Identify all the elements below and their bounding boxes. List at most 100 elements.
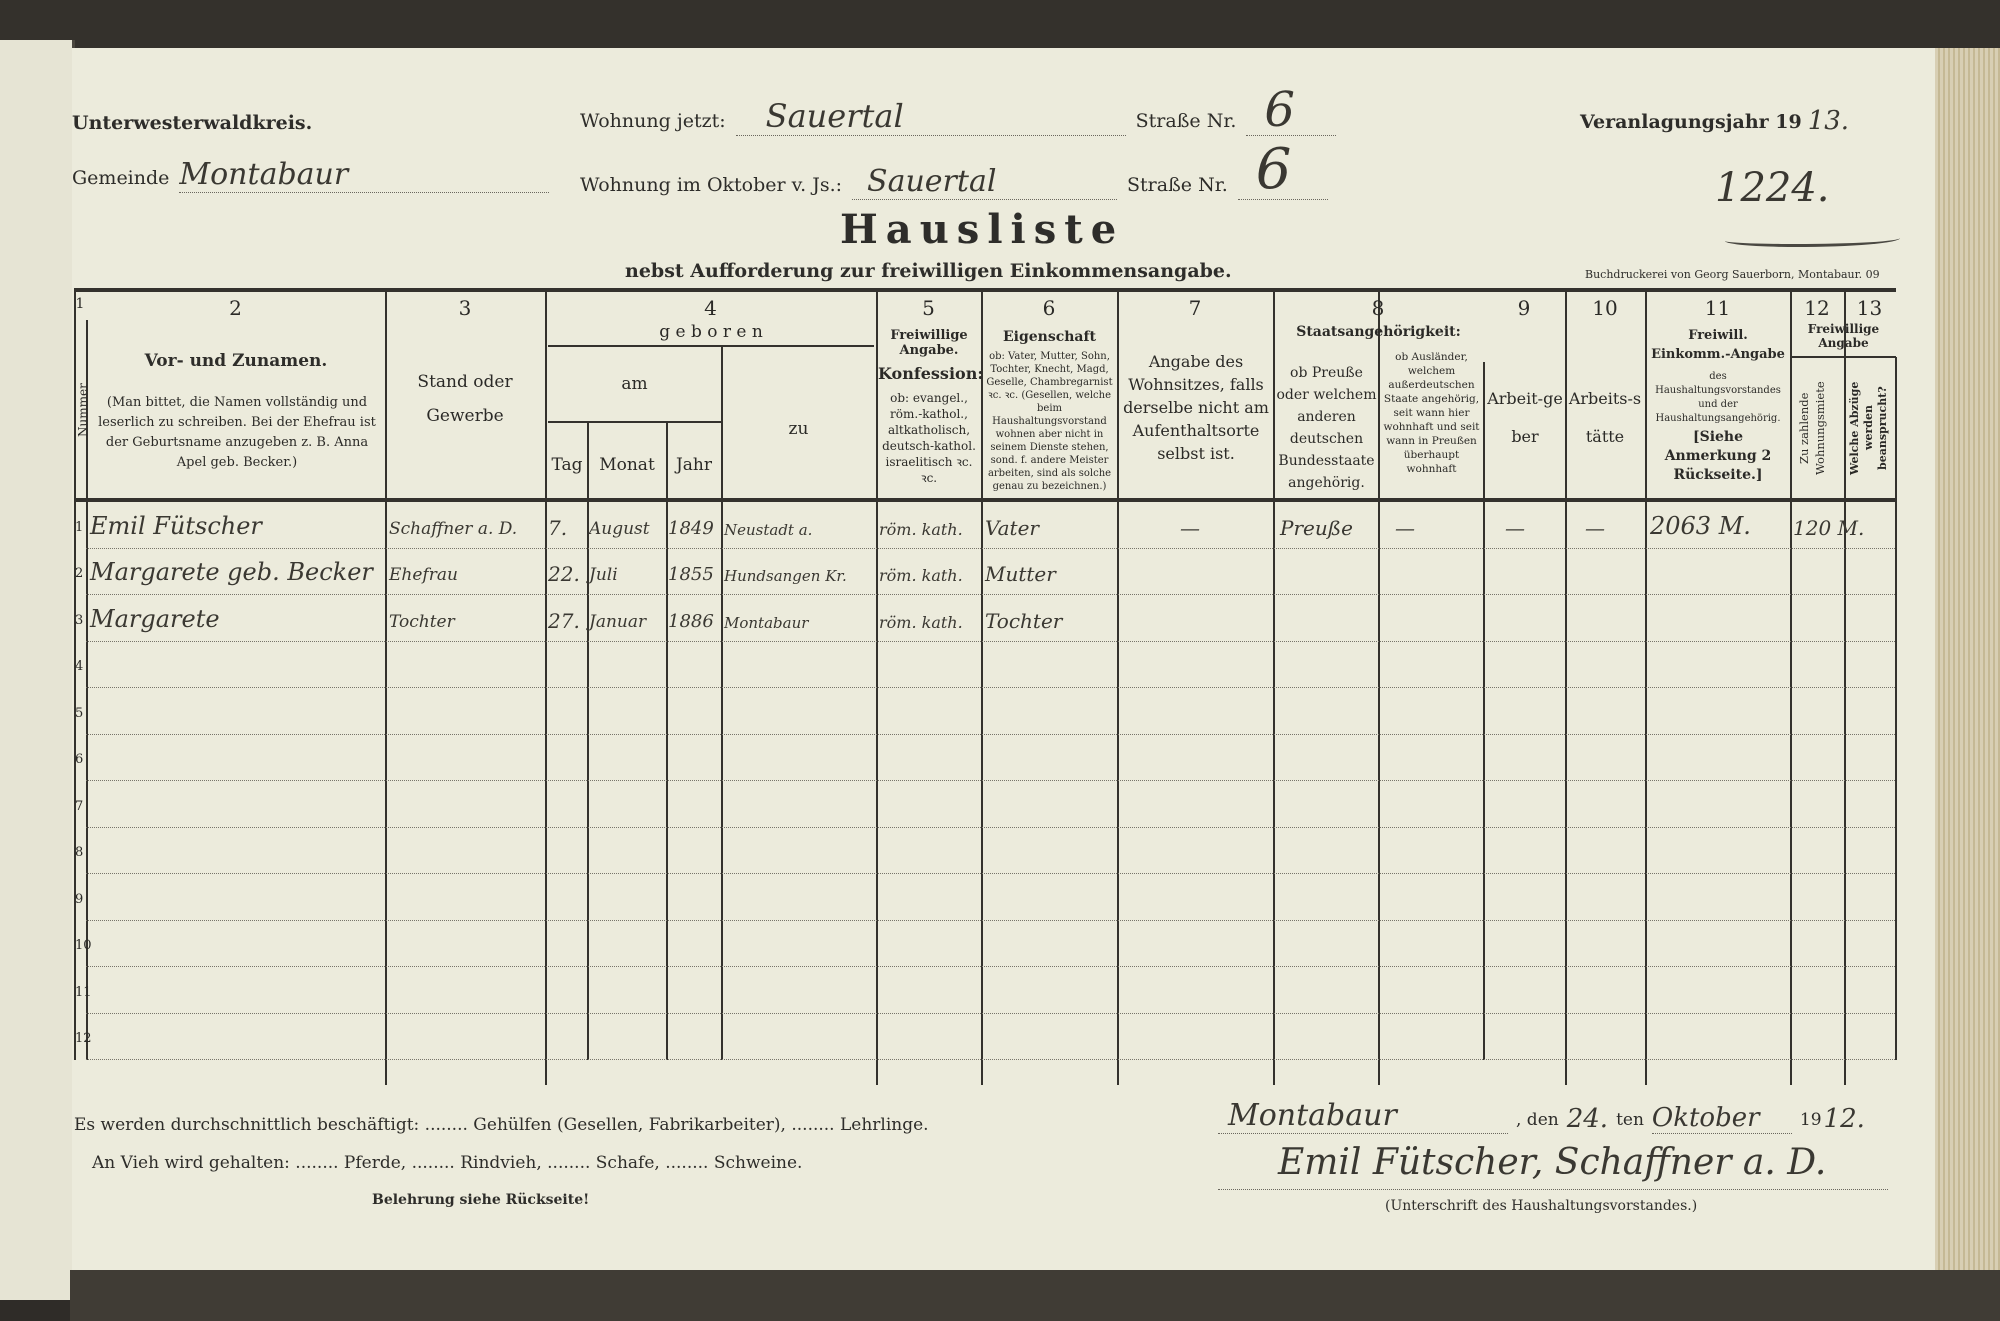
date-den-label: , den bbox=[1516, 1110, 1559, 1130]
cell-ort[interactable]: Hundsangen Kr. bbox=[724, 567, 847, 585]
row-rule bbox=[86, 640, 1895, 642]
date-ten-label: ten bbox=[1616, 1110, 1644, 1130]
col3-header: Stand oder Gewerbe bbox=[417, 372, 513, 426]
cell-name[interactable]: Margarete geb. Becker bbox=[90, 558, 373, 586]
col12-header: Zu zahlende Wohnungsmiete bbox=[1797, 381, 1827, 475]
column-number: 4 bbox=[704, 296, 717, 320]
cell-preusse[interactable]: Preuße bbox=[1280, 515, 1353, 540]
street-number-2-field[interactable]: 6 bbox=[1237, 141, 1328, 200]
col10-header: Arbeits-stätte bbox=[1568, 389, 1642, 446]
cell-konfession[interactable]: röm. kath. bbox=[879, 566, 963, 585]
col4-group-rule bbox=[548, 345, 874, 347]
cell-jahr[interactable]: 1886 bbox=[668, 610, 714, 632]
row-number: 1 bbox=[75, 519, 84, 535]
col5-subtitle: Konfession: bbox=[878, 364, 984, 383]
col8a-header: ob Preuße oder welchem anderen deutschen… bbox=[1276, 365, 1377, 491]
cell-monat[interactable]: Juli bbox=[589, 565, 618, 585]
signature-field[interactable]: Emil Fütscher, Schaffner a. D. bbox=[1218, 1138, 1888, 1190]
row-rule bbox=[86, 780, 1895, 781]
cell-tag[interactable]: 7. bbox=[548, 515, 568, 540]
col6-note: ob: Vater, Mutter, Sohn, Tochter, Knecht… bbox=[986, 351, 1113, 492]
cell-wohnsitz[interactable]: — bbox=[1180, 515, 1200, 540]
cell-jahr[interactable]: 1855 bbox=[668, 564, 714, 585]
district-label: Unterwesterwaldkreis. bbox=[72, 112, 313, 134]
table-top-rule bbox=[74, 288, 1896, 292]
cell-arbeitgeber[interactable]: — bbox=[1505, 515, 1525, 540]
form-subtitle: nebst Aufforderung zur freiwilligen Eink… bbox=[625, 260, 1232, 282]
column-divider bbox=[74, 290, 76, 1060]
place-field[interactable]: Montabaur bbox=[1218, 1098, 1508, 1134]
col13-header: Welche Abzüge werden beansprucht? bbox=[1848, 381, 1889, 475]
col11-title: Freiwill. Einkomm.-Angabe bbox=[1651, 328, 1785, 362]
column-number: 12 bbox=[1804, 296, 1830, 320]
left-page-edge bbox=[0, 40, 75, 1300]
street-number-1-field[interactable]: 6 bbox=[1246, 85, 1337, 136]
col9-header: Arbeit-geber bbox=[1487, 389, 1563, 446]
cell-stand[interactable]: Ehefrau bbox=[389, 565, 458, 585]
cell-eigenschaft[interactable]: Mutter bbox=[985, 562, 1056, 586]
row-number: 3 bbox=[75, 612, 84, 628]
current-residence-label: Wohnung jetzt: bbox=[580, 110, 726, 132]
col4-jahr-header: Jahr bbox=[675, 455, 713, 475]
row-rule bbox=[86, 547, 1895, 549]
cell-eigenschaft[interactable]: Tochter bbox=[985, 608, 1063, 633]
row-rule bbox=[86, 733, 1895, 735]
header-bottom-rule bbox=[74, 498, 1896, 502]
cell-name[interactable]: Margarete bbox=[90, 604, 220, 633]
cell-konfession[interactable]: röm. kath. bbox=[879, 612, 963, 632]
cell-stand[interactable]: Tochter bbox=[389, 611, 455, 632]
row-number: 11 bbox=[75, 984, 92, 1000]
col5-title: Freiwillige Angabe. bbox=[890, 328, 968, 358]
col8b-header: ob Ausländer, welchem außerdeutschen Sta… bbox=[1383, 351, 1480, 475]
column-number: 11 bbox=[1704, 296, 1731, 320]
municipality-field[interactable]: Montabaur bbox=[179, 157, 550, 193]
page-stack-edge bbox=[1935, 48, 2000, 1280]
assessment-year-line: Veranlagungsjahr 19 13. bbox=[1580, 100, 1849, 136]
cell-ort[interactable]: Neustadt a. bbox=[724, 520, 813, 539]
cell-ort[interactable]: Montabaur bbox=[724, 613, 809, 632]
row-rule bbox=[86, 594, 1895, 595]
cell-eigenschaft[interactable]: Vater bbox=[985, 515, 1039, 540]
instructions-note: Belehrung siehe Rückseite! bbox=[372, 1192, 590, 1208]
cell-einkommen[interactable]: 2063 M. bbox=[1650, 511, 1751, 540]
column-divider bbox=[587, 421, 589, 1060]
date-year-field[interactable]: 12. bbox=[1823, 1104, 1865, 1134]
employees-line: Es werden durchschnittlich beschäftigt: … bbox=[74, 1115, 929, 1135]
date-month-field[interactable]: Oktober bbox=[1651, 1103, 1792, 1134]
col4-tag-header: Tag bbox=[551, 455, 583, 475]
col2-note: (Man bittet, die Namen vollständig und l… bbox=[98, 395, 376, 470]
current-residence-line: Wohnung jetzt: Sauertal Straße Nr. 6 bbox=[580, 85, 1337, 136]
col4-group-header: g e b o r e n bbox=[659, 322, 763, 342]
column-number: 6 bbox=[1042, 296, 1056, 320]
col5-note: ob: evangel., röm.-kathol., altkatholisc… bbox=[882, 391, 976, 485]
cell-miete[interactable]: 120 M. bbox=[1793, 515, 1865, 540]
column-number: 8 bbox=[1371, 296, 1385, 320]
october-residence-field[interactable]: Sauertal bbox=[852, 164, 1118, 200]
row-rule bbox=[86, 966, 1895, 967]
col11-note: des Haushaltungsvorstandes und der Haush… bbox=[1655, 371, 1781, 424]
cell-tag[interactable]: 27. bbox=[548, 608, 580, 633]
municipality-label: Gemeinde bbox=[72, 167, 170, 189]
column-number: 2 bbox=[229, 296, 242, 320]
column-number: 3 bbox=[458, 296, 472, 320]
column-number: 13 bbox=[1856, 296, 1883, 320]
street-label-1: Straße Nr. bbox=[1135, 110, 1237, 132]
assessment-year-field[interactable]: 13. bbox=[1807, 106, 1850, 136]
row-number: 7 bbox=[75, 798, 84, 814]
cell-name[interactable]: Emil Fütscher bbox=[90, 511, 262, 540]
col1-header: Nummer bbox=[76, 383, 90, 437]
row-number: 9 bbox=[75, 891, 84, 907]
date-day-field[interactable]: 24. bbox=[1566, 1104, 1609, 1134]
cell-jahr[interactable]: 1849 bbox=[668, 517, 714, 539]
col12-13-rule bbox=[1792, 356, 1896, 358]
cell-tag[interactable]: 22. bbox=[548, 562, 580, 586]
column-divider bbox=[721, 345, 723, 1060]
cell-konfession[interactable]: röm. kath. bbox=[879, 519, 963, 539]
cell-arbeitsstaette[interactable]: — bbox=[1585, 515, 1605, 540]
cell-monat[interactable]: Januar bbox=[589, 611, 647, 632]
cell-auslaender[interactable]: — bbox=[1395, 515, 1415, 540]
cell-monat[interactable]: August bbox=[589, 518, 650, 539]
cell-stand[interactable]: Schaffner a. D. bbox=[389, 518, 518, 539]
col12-13-title: Freiwillige Angabe bbox=[1807, 322, 1880, 350]
current-residence-field[interactable]: Sauertal bbox=[735, 97, 1126, 136]
